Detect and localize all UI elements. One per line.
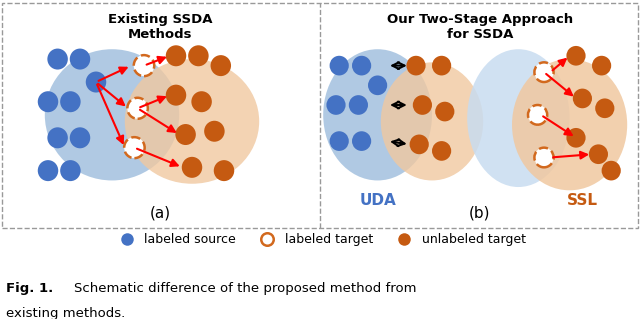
Circle shape <box>166 45 186 66</box>
Text: UDA: UDA <box>359 193 396 208</box>
Circle shape <box>349 95 368 115</box>
Circle shape <box>134 55 154 76</box>
Circle shape <box>60 160 81 181</box>
Circle shape <box>60 91 81 112</box>
Circle shape <box>413 95 432 115</box>
Circle shape <box>86 71 106 93</box>
Ellipse shape <box>125 59 259 184</box>
Circle shape <box>566 46 586 66</box>
Circle shape <box>214 160 234 181</box>
Circle shape <box>589 145 608 164</box>
Circle shape <box>352 131 371 151</box>
Text: SSL: SSL <box>567 193 598 208</box>
Circle shape <box>592 56 611 76</box>
Circle shape <box>432 56 451 76</box>
Circle shape <box>566 128 586 148</box>
Ellipse shape <box>512 59 627 190</box>
Text: Fig. 1.: Fig. 1. <box>6 282 54 295</box>
Circle shape <box>435 102 454 122</box>
Circle shape <box>410 135 429 154</box>
FancyBboxPatch shape <box>2 3 639 228</box>
Circle shape <box>330 131 349 151</box>
Text: Our Two-Stage Approach
for SSDA: Our Two-Stage Approach for SSDA <box>387 13 573 41</box>
Circle shape <box>47 127 68 148</box>
Ellipse shape <box>467 49 570 187</box>
Text: Existing SSDA
Methods: Existing SSDA Methods <box>108 13 212 41</box>
Circle shape <box>127 98 148 119</box>
Circle shape <box>330 56 349 76</box>
Ellipse shape <box>381 62 483 181</box>
Circle shape <box>47 48 68 70</box>
Circle shape <box>204 121 225 142</box>
Circle shape <box>406 56 426 76</box>
Circle shape <box>326 95 346 115</box>
Circle shape <box>573 89 592 108</box>
Ellipse shape <box>323 49 432 181</box>
Circle shape <box>182 157 202 178</box>
Circle shape <box>191 91 212 112</box>
Circle shape <box>70 127 90 148</box>
Circle shape <box>534 62 554 82</box>
Circle shape <box>70 48 90 70</box>
Circle shape <box>432 141 451 161</box>
Circle shape <box>602 161 621 181</box>
Circle shape <box>368 76 387 95</box>
Text: Schematic difference of the proposed method from: Schematic difference of the proposed met… <box>74 282 416 295</box>
Circle shape <box>528 105 547 125</box>
Legend: labeled source, labeled target, unlabeled target: labeled source, labeled target, unlabele… <box>109 228 531 251</box>
Circle shape <box>352 56 371 76</box>
Text: (b): (b) <box>469 206 491 221</box>
Circle shape <box>188 45 209 66</box>
Circle shape <box>175 124 196 145</box>
Circle shape <box>38 91 58 112</box>
Circle shape <box>124 137 145 158</box>
Circle shape <box>166 85 186 106</box>
Circle shape <box>38 160 58 181</box>
Circle shape <box>595 99 614 118</box>
Text: existing methods.: existing methods. <box>6 307 125 319</box>
Circle shape <box>211 55 231 76</box>
Text: (a): (a) <box>149 206 171 221</box>
Circle shape <box>534 148 554 167</box>
Ellipse shape <box>45 49 179 181</box>
